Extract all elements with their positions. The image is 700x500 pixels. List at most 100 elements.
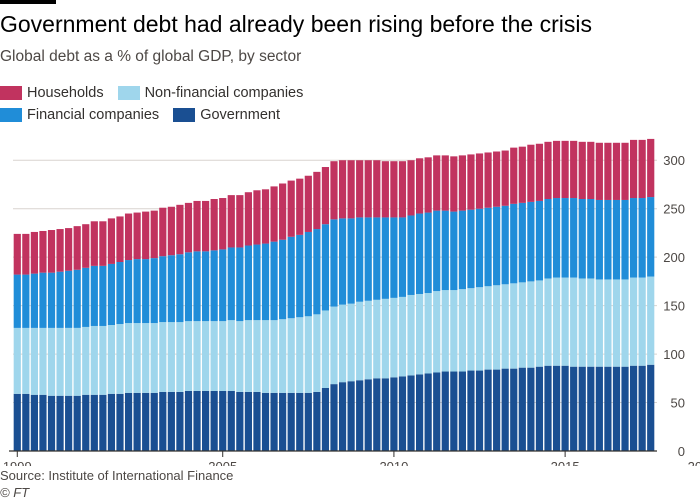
bar-segment — [424, 293, 432, 374]
bar-segment — [193, 251, 201, 322]
bar-segment — [330, 219, 338, 307]
y-tick-label: 100 — [663, 347, 685, 362]
bar-segment — [133, 259, 141, 324]
bar-segment — [321, 167, 330, 225]
bar-segment — [544, 199, 552, 279]
bar-segment — [373, 299, 381, 379]
bar-segment — [116, 262, 124, 325]
bar-segment — [330, 161, 338, 220]
bar-segment — [630, 277, 638, 366]
bar-segment — [82, 394, 90, 451]
bar-segment — [424, 157, 432, 213]
bar-segment — [458, 289, 466, 372]
bar-segment — [82, 326, 90, 395]
legend-swatch-households — [0, 86, 22, 100]
bar-segment — [416, 293, 424, 375]
bar-segment — [124, 392, 133, 451]
x-tick-label: 2019 — [688, 459, 700, 466]
bar-segment — [184, 390, 193, 451]
bar-segment — [22, 393, 30, 451]
bar-segment — [270, 392, 278, 451]
y-tick-label: 200 — [663, 250, 685, 265]
bar-segment — [279, 319, 287, 393]
bar-segment — [407, 375, 415, 451]
bar-segment — [39, 327, 47, 395]
bar-segment — [90, 394, 98, 451]
bar-segment — [604, 279, 612, 367]
bar-segment — [467, 209, 475, 289]
bar-segment — [236, 391, 244, 451]
bar-segment — [210, 390, 218, 451]
bar-segment — [467, 154, 475, 210]
bar-segment — [501, 284, 509, 369]
bar-segment — [304, 231, 312, 317]
bar-segment — [338, 382, 347, 451]
bar-segment — [398, 376, 407, 451]
bar-segment — [236, 195, 244, 248]
bar-segment — [210, 199, 218, 251]
bar-segment — [210, 321, 218, 391]
bar-segment — [587, 199, 595, 279]
bar-segment — [219, 321, 227, 391]
legend: Households Non-financial companies Finan… — [0, 82, 317, 126]
bar-segment — [518, 367, 526, 451]
bar-segment — [381, 378, 389, 451]
bar-segment — [107, 263, 116, 325]
bar-segment — [561, 198, 569, 278]
bar-segment — [338, 304, 347, 383]
bar-segment — [578, 141, 586, 199]
bar-segment — [535, 200, 544, 281]
bar-segment — [99, 265, 107, 326]
bar-segment — [296, 178, 304, 235]
bar-segment — [279, 392, 287, 451]
bar-segment — [167, 255, 175, 323]
bar-segment — [561, 277, 569, 366]
bar-segment — [304, 392, 312, 451]
bar-segment — [338, 160, 347, 219]
bar-segment — [570, 198, 578, 278]
legend-swatch-government — [173, 108, 196, 122]
bar-segment — [270, 320, 278, 393]
bar-segment — [116, 216, 124, 262]
bar-segment — [227, 320, 235, 391]
bar-segment — [595, 142, 603, 200]
bar-segment — [612, 279, 621, 367]
bar-segment — [270, 241, 278, 321]
bar-segment — [202, 390, 210, 451]
bar-segment — [578, 199, 586, 279]
bar-segment — [39, 394, 47, 451]
bar-segment — [261, 243, 270, 321]
bar-segment — [219, 390, 227, 451]
bar-segment — [253, 244, 261, 321]
bar-segment — [416, 158, 424, 214]
bar-segment — [424, 373, 432, 451]
bar-segment — [47, 272, 56, 328]
bar-segment — [587, 141, 595, 199]
bar-segment — [193, 390, 201, 451]
bar-segment — [441, 155, 449, 211]
bar-segment — [570, 277, 578, 367]
bar-segment — [518, 146, 526, 203]
bar-segment — [296, 234, 304, 318]
bar-segment — [167, 206, 175, 256]
bar-segment — [390, 217, 398, 298]
bar-segment — [381, 298, 389, 379]
bar-segment — [99, 221, 107, 266]
bar-segment — [296, 392, 304, 451]
bar-segment — [321, 224, 330, 311]
bar-segment — [30, 273, 38, 328]
bar-segment — [621, 279, 629, 367]
legend-label-financial: Financial companies — [27, 107, 160, 123]
bar-segment — [82, 267, 90, 327]
bar-segment — [142, 211, 150, 260]
bar-segment — [381, 161, 389, 218]
bar-segment — [510, 203, 518, 284]
bar-segment — [433, 291, 441, 373]
bar-segment — [595, 366, 603, 451]
bar-segment — [13, 393, 21, 451]
bar-segment — [544, 141, 552, 199]
bar-segment — [227, 195, 235, 248]
bar-segment — [407, 160, 415, 216]
bar-segment — [458, 371, 466, 451]
bar-segment — [124, 260, 133, 324]
